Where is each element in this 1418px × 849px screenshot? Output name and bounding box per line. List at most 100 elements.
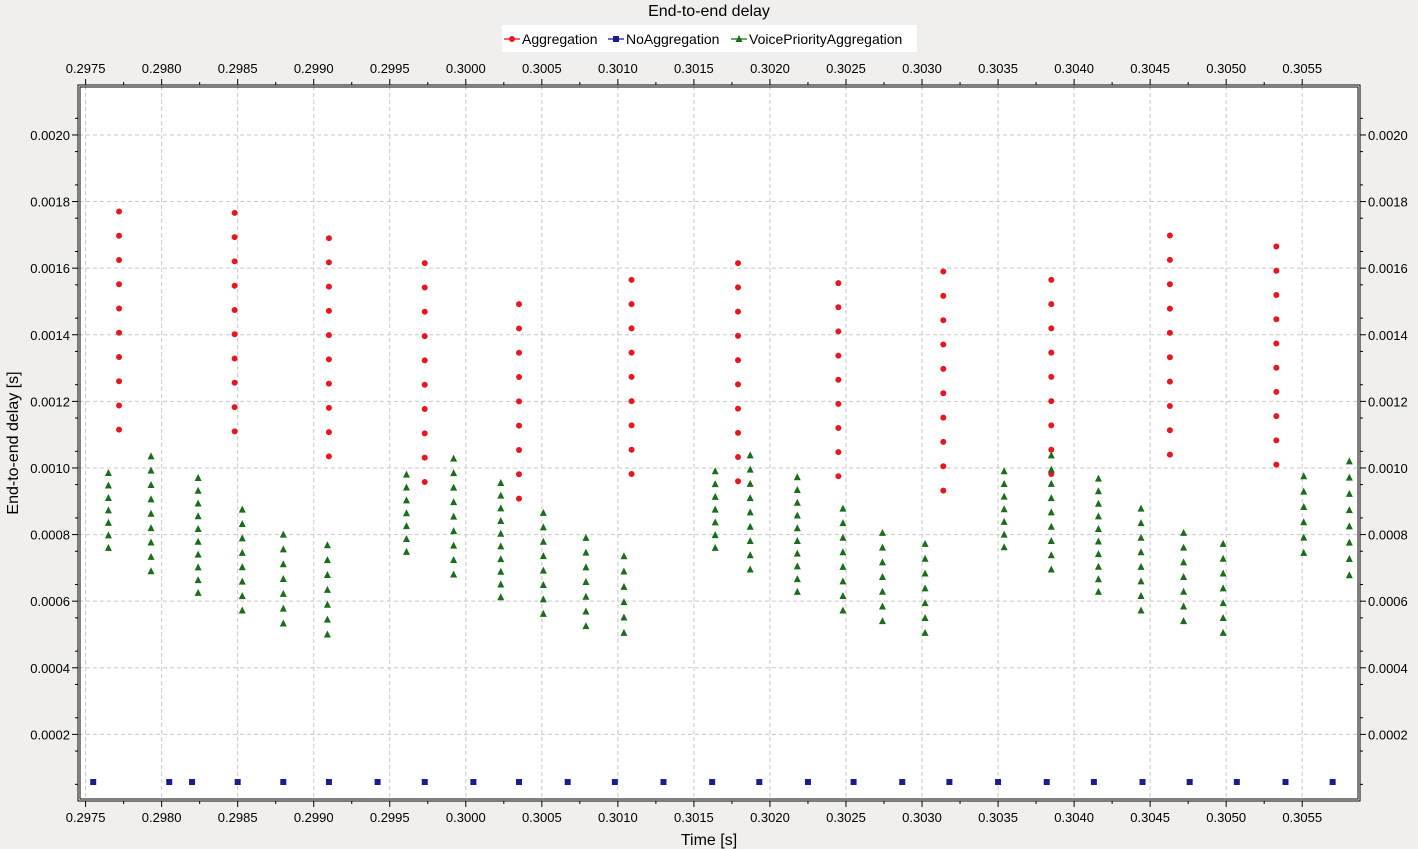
data-point: [421, 454, 428, 461]
data-point: [735, 260, 742, 267]
x-tick-label-top: 0.3025: [826, 61, 866, 76]
y-tick-label-right: 0.0008: [1368, 528, 1408, 543]
data-point: [1166, 451, 1173, 458]
data-point: [1300, 487, 1308, 495]
data-point: [402, 522, 410, 530]
data-point: [921, 554, 929, 562]
data-point: [582, 533, 590, 541]
data-point: [1094, 587, 1102, 595]
data-point: [628, 470, 635, 477]
data-point: [1047, 508, 1055, 516]
data-point: [878, 573, 886, 581]
data-point: [402, 535, 410, 543]
data-point: [231, 306, 238, 313]
data-point: [1137, 606, 1145, 614]
data-point: [839, 504, 847, 512]
data-point: [147, 509, 155, 517]
x-tick-label-bottom: 0.3030: [902, 810, 942, 825]
data-point: [746, 479, 754, 487]
data-point: [878, 558, 886, 566]
data-point: [711, 492, 719, 500]
data-point: [231, 282, 238, 289]
data-point: [746, 565, 754, 573]
data-point: [516, 779, 523, 786]
data-point: [628, 276, 635, 283]
data-point: [497, 504, 505, 512]
data-point: [147, 495, 155, 503]
data-point: [709, 779, 716, 786]
data-point: [620, 613, 628, 621]
data-point: [402, 509, 410, 517]
data-point: [1048, 373, 1055, 380]
y-tick-label-left: 0.0018: [30, 195, 70, 210]
data-point: [539, 595, 547, 603]
data-point: [1166, 378, 1173, 385]
data-point: [1137, 548, 1145, 556]
data-point: [539, 523, 547, 531]
data-point: [628, 349, 635, 356]
data-point: [1273, 413, 1280, 420]
data-point: [1137, 562, 1145, 570]
data-point: [746, 522, 754, 530]
data-point: [940, 438, 947, 445]
data-point: [735, 332, 742, 339]
data-point: [793, 486, 801, 494]
data-point: [194, 537, 202, 545]
legend-label: VoicePriorityAggregation: [749, 31, 902, 47]
data-point: [421, 284, 428, 291]
data-point: [1345, 571, 1353, 579]
data-point: [104, 481, 112, 489]
data-point: [325, 332, 332, 339]
data-point: [539, 508, 547, 516]
y-axis-title: End-to-end delay [s]: [5, 371, 22, 514]
data-point: [746, 451, 754, 459]
data-point: [1048, 422, 1055, 429]
data-point: [1048, 446, 1055, 453]
data-point: [497, 529, 505, 537]
data-point: [1345, 457, 1353, 465]
data-point: [450, 556, 458, 564]
y-tick-label-left: 0.0010: [30, 461, 70, 476]
y-tick-label-left: 0.0008: [30, 528, 70, 543]
data-point: [711, 531, 719, 539]
data-point: [850, 779, 857, 786]
data-point: [746, 494, 754, 502]
data-point: [1180, 617, 1188, 625]
data-point: [1090, 779, 1097, 786]
data-point: [746, 465, 754, 473]
data-point: [620, 582, 628, 590]
data-point: [735, 454, 742, 461]
data-point: [921, 569, 929, 577]
x-tick-label-bottom: 0.3015: [674, 810, 714, 825]
data-point: [878, 528, 886, 536]
data-point: [116, 208, 123, 215]
data-point: [793, 524, 801, 532]
data-point: [189, 779, 196, 786]
data-point: [402, 470, 410, 478]
data-point: [940, 414, 947, 421]
y-tick-label-left: 0.0006: [30, 594, 70, 609]
data-point: [1047, 494, 1055, 502]
data-point: [450, 512, 458, 520]
data-point: [628, 446, 635, 453]
data-point: [1345, 473, 1353, 481]
y-tick-label-left: 0.0002: [30, 727, 70, 742]
data-point: [1043, 779, 1050, 786]
data-point: [497, 517, 505, 525]
data-point: [421, 381, 428, 388]
x-tick-label-bottom: 0.2975: [66, 810, 106, 825]
data-point: [878, 543, 886, 551]
x-tick-label-top: 0.2990: [294, 61, 334, 76]
data-point: [793, 473, 801, 481]
data-point: [194, 525, 202, 533]
data-point: [921, 628, 929, 636]
x-tick-label-top: 0.3015: [674, 61, 714, 76]
data-point: [450, 570, 458, 578]
x-tick-label-bottom: 0.3045: [1130, 810, 1170, 825]
data-point: [194, 512, 202, 520]
data-marks: [90, 208, 1353, 786]
data-point: [90, 779, 97, 786]
axes: 0.2975 0.2975 0.2980 0.2980 0.2985 0.2985 0.29…: [30, 61, 1408, 825]
data-point: [620, 598, 628, 606]
data-point: [450, 454, 458, 462]
